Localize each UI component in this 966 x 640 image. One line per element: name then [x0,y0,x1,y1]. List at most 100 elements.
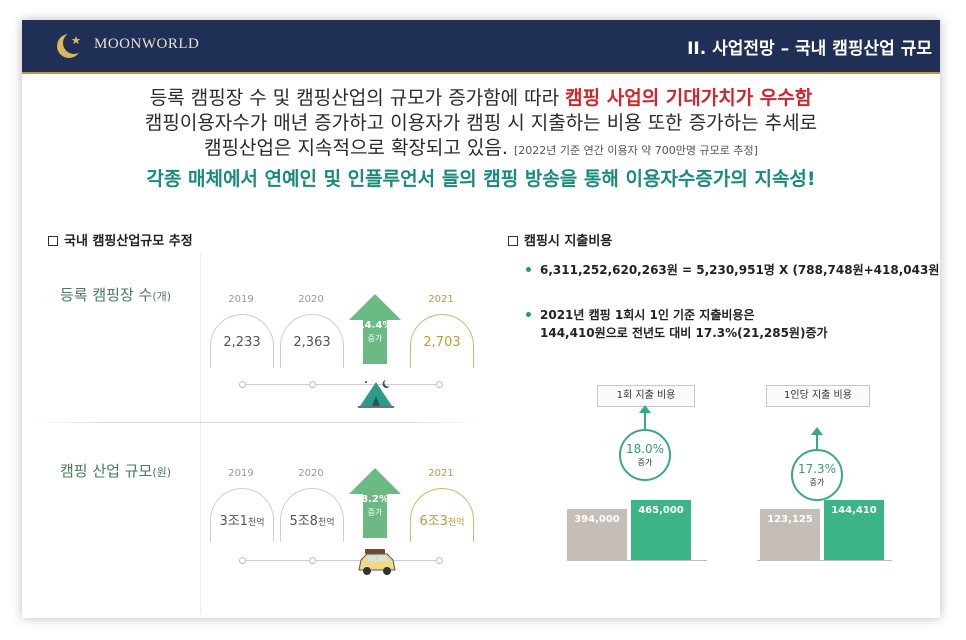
timeline-line [244,384,440,385]
logo-text: MOONWORLD [94,36,200,52]
checkbox-square-icon [508,235,518,246]
row-label-industry-size-unit: (원) [152,466,172,479]
bullet-dot-icon [526,312,531,317]
left-section-title: 국내 캠핑산업규모 추정 [48,230,193,249]
timeline-dot [239,381,246,388]
page-title: II. 사업전망 – 국내 캠핑산업 규모 [687,39,932,59]
intro-line-2: 캠핑이용자수가 매년 증가하고 이용자가 캠핑 시 지출하는 비용 또한 증가하… [144,112,818,134]
industry-size-2020-main: 5조8 [289,514,318,529]
value-arch [410,488,474,542]
spending-bullet-2-line-2: 144,410원으로 전년도 대비 17.3%(21,285원)증가 [540,326,828,340]
growth-percent: 8.2% [361,494,389,505]
intro-text-block: 등록 캠핑장 수 및 캠핑산업의 규모가 증가함에 따라 캠핑 사업의 기대가치… [22,86,940,192]
campsite-count-2019: 2,233 [223,335,261,350]
timeline-dot [436,557,443,564]
industry-size-2020-unit: 천억 [317,518,335,528]
growth-circle: 17.3% 증가 [791,449,843,501]
intro-line-1-plain: 등록 캠핑장 수 및 캠핑산업의 규모가 증가함에 따라 [149,87,566,109]
intro-line-1: 등록 캠핑장 수 및 캠핑산업의 규모가 증가함에 따라 캠핑 사업의 기대가치… [22,86,940,111]
industry-size-2019: 3조1천억 [202,510,282,529]
bar-current: 144,410 [824,500,884,560]
value-arch [210,488,274,542]
left-section-title-text: 국내 캠핑산업규모 추정 [64,234,193,249]
growth-percent: 17.3% [797,462,837,476]
checkbox-square-icon [48,235,58,246]
up-arrow-icon [349,468,401,538]
industry-size-2019-main: 3조1 [219,514,248,529]
spending-bullet-1-text: 6,311,252,620,263원 = 5,230,951명 X (788,7… [540,263,940,277]
spending-bullet-2: 2021년 캠핑 1회시 1인 기준 지출비용은 144,410원으로 전년도 … [526,306,828,342]
value-arch [280,314,344,368]
row-label-campsites-text: 등록 캠핑장 수 [60,286,153,304]
industry-size-2021-main: 6조3 [419,514,448,529]
footer-source-note [642,608,932,618]
chart-title: 1인당 지출 비용 [766,385,870,407]
year-label: 2021 [428,294,454,305]
panel-divider-horizontal [32,422,482,423]
industry-size-panel: 등록 캠핑장 수(개) 2019 2020 2021 2,233 2,363 2… [22,254,487,614]
industry-size-2021: 6조3천억 [402,510,482,529]
timeline-line [244,560,440,561]
row-label-industry-size: 캠핑 산업 규모(원) [60,460,171,481]
intro-line-3-text: 캠핑산업은 지속적으로 확장되고 있음. [204,137,508,159]
growth-circle: 18.0% 증가 [619,429,671,481]
bar-value-label: 465,000 [638,505,684,516]
row-label-campsites: 등록 캠핑장 수(개) [60,284,171,305]
spending-bullet-1: 6,311,252,620,263원 = 5,230,951명 X (788,7… [526,261,940,279]
spending-bullet-2-line-1: 2021년 캠핑 1회시 1인 기준 지출비용은 [540,308,755,322]
slide-frame: MOONWORLD II. 사업전망 – 국내 캠핑산업 규모 등록 캠핑장 수… [22,20,940,618]
intro-line-3: 캠핑산업은 지속적으로 확장되고 있음. [2022년 기준 연간 이용자 약 … [22,136,940,163]
row-label-industry-size-text: 캠핑 산업 규모 [60,462,153,480]
growth-label: 증가 [367,334,383,343]
intro-line-4: 각종 매체에서 연예인 및 인플루언서 들의 캠핑 방송을 통해 이용자수증가의… [146,168,816,190]
timeline-dot [309,557,316,564]
timeline-dot [239,557,246,564]
growth-arrow: 14.4% 증가 [349,294,401,364]
value-arch [280,488,344,542]
bar-current: 465,000 [631,500,691,560]
panel-divider-vertical [200,254,201,614]
bar-value-label: 394,000 [574,514,620,525]
industry-size-2020: 5조8천억 [272,510,352,529]
chart-baseline [757,560,892,561]
growth-arrow: 8.2% 증가 [349,468,401,538]
growth-label: 증가 [367,508,383,517]
bar-value-label: 123,125 [767,514,813,525]
car-icon [358,549,396,575]
industry-size-2019-unit: 천억 [247,518,265,528]
bar-prev: 394,000 [567,509,627,560]
chart-per-trip-spending: 1회 지출 비용 18.0% 증가 394,000 465,000 [567,385,717,560]
bullet-dot-icon [526,267,531,272]
up-arrow-icon [639,405,651,431]
timeline-dot [436,381,443,388]
intro-line-1-highlight: 캠핑 사업의 기대가치가 우수함 [565,87,813,109]
year-label: 2020 [298,468,324,479]
year-label: 2019 [228,294,254,305]
up-arrow-icon [811,427,823,451]
growth-percent: 14.4% [357,320,393,331]
year-label: 2019 [228,468,254,479]
row-label-campsites-unit: (개) [152,290,172,303]
year-label: 2021 [428,468,454,479]
campsite-count-2021: 2,703 [423,335,461,350]
moon-logo-icon [57,32,85,58]
right-section-title-text: 캠핑시 지출비용 [524,234,613,249]
value-arch [410,314,474,368]
tent-icon [358,380,394,408]
year-label: 2020 [298,294,324,305]
chart-title: 1회 지출 비용 [597,385,695,407]
timeline-dot [309,381,316,388]
logo: MOONWORLD [54,32,244,60]
header-bar: MOONWORLD II. 사업전망 – 국내 캠핑산업 규모 [22,20,940,74]
industry-size-2021-unit: 천억 [447,518,465,528]
chart-baseline [567,560,707,561]
growth-label: 증가 [809,478,825,487]
bar-prev: 123,125 [760,509,820,560]
growth-label: 증가 [637,458,653,467]
chart-per-person-spending: 1인당 지출 비용 17.3% 증가 123,125 144,410 [760,385,910,560]
right-section-title: 캠핑시 지출비용 [508,230,612,249]
campsite-count-2020: 2,363 [293,335,331,350]
up-arrow-icon [349,294,401,364]
value-arch [210,314,274,368]
bar-value-label: 144,410 [831,505,877,516]
